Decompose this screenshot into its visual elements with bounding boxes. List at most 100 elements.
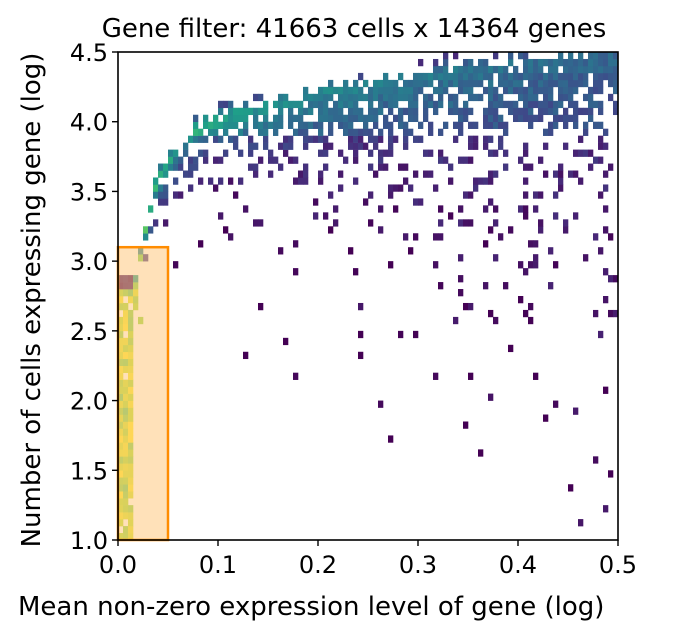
heatmap-cell [438,72,444,81]
heatmap-cell [563,93,569,102]
heatmap-cell [148,226,154,234]
heatmap-cell [368,100,374,109]
y-tick-label: 1.0 [70,527,108,555]
heatmap-cell [413,79,419,88]
heatmap-cell [358,302,364,311]
heatmap-cell [543,142,549,150]
heatmap-cell [353,268,359,276]
heatmap-cell [558,86,564,95]
heatmap-cell [563,121,569,129]
heatmap-cell [348,93,354,102]
heatmap-cell [578,65,584,74]
heatmap-cell [533,79,539,88]
heatmap-cell [353,156,359,164]
heatmap-cell [528,65,534,74]
heatmap-cell [328,226,334,234]
heatmap-cell [273,128,279,136]
heatmap-cell [373,86,379,95]
heatmap-cell [428,149,434,157]
heatmap-cell [563,79,569,88]
heatmap-cell [258,219,264,227]
heatmap-cell [353,100,359,109]
heatmap-cell [378,128,384,136]
heatmap-cell [213,121,219,129]
heatmap-cell [458,254,464,262]
heatmap-cell [513,114,519,123]
heatmap-cell [513,79,519,88]
heatmap-cell [533,372,539,380]
heatmap-cell [303,93,309,102]
heatmap-cell [383,100,389,109]
heatmap-cell [568,484,574,492]
heatmap-cell [488,100,494,109]
heatmap-cell [543,93,549,102]
heatmap-cell [318,100,324,109]
heatmap-cell [528,114,534,123]
heatmap-cell [228,121,234,129]
heatmap-cell [408,128,414,136]
heatmap-cell [173,149,179,157]
heatmap-cell [433,86,439,95]
heatmap-cell [288,135,294,143]
heatmap-cell [303,142,309,150]
heatmap-cell [468,156,474,164]
heatmap-cell [388,121,394,129]
heatmap-cell [378,86,384,95]
heatmap-cell [408,114,414,123]
heatmap-cell [303,121,309,129]
heatmap-cell [358,142,364,150]
heatmap-cell [458,72,464,81]
heatmap-cell [468,72,474,81]
heatmap-cell [613,86,619,95]
heatmap-cell [193,163,199,171]
heatmap-cell [153,219,159,227]
heatmap-cell [333,107,339,116]
heatmap-cell [533,86,539,95]
heatmap-cell [423,93,429,102]
heatmap-cell [233,107,239,116]
heatmap-cell [458,86,464,95]
heatmap-cell [603,58,609,67]
heatmap-cell [593,456,599,464]
heatmap-cell [503,100,509,109]
heatmap-cell [508,86,514,95]
heatmap-cell [348,100,354,109]
heatmap-cell [463,65,469,74]
heatmap-cell [598,142,604,150]
heatmap-cell [463,302,469,311]
heatmap-cell [378,79,384,88]
heatmap-cell [548,107,554,116]
heatmap-cell [583,121,589,129]
heatmap-cell [598,86,604,95]
heatmap-cell [553,114,559,123]
heatmap-cell [553,58,559,67]
heatmap-cell [173,191,179,199]
heatmap-cell [593,65,599,74]
heatmap-cell [358,72,364,81]
density-heatmap [118,52,619,541]
heatmap-cell [533,205,539,213]
heatmap-cell [318,86,324,95]
heatmap-cell [188,170,194,178]
heatmap-cell [403,135,409,143]
heatmap-cell [423,114,429,123]
heatmap-cell [488,93,494,102]
heatmap-cell [338,107,344,116]
heatmap-cell [588,100,594,109]
heatmap-cell [453,107,459,116]
heatmap-cell [468,65,474,74]
heatmap-cell [603,52,609,60]
heatmap-cell [333,114,339,123]
heatmap-cell [353,142,359,150]
heatmap-cell [468,372,474,380]
heatmap-cell [208,121,214,129]
heatmap-cell [498,135,504,143]
heatmap-cell [583,58,589,67]
heatmap-cell [348,128,354,136]
heatmap-cell [528,240,534,248]
heatmap-cell [428,79,434,88]
heatmap-cell [348,86,354,95]
heatmap-cell [398,93,404,102]
filter-region [116,245,170,542]
heatmap-cell [538,219,544,227]
